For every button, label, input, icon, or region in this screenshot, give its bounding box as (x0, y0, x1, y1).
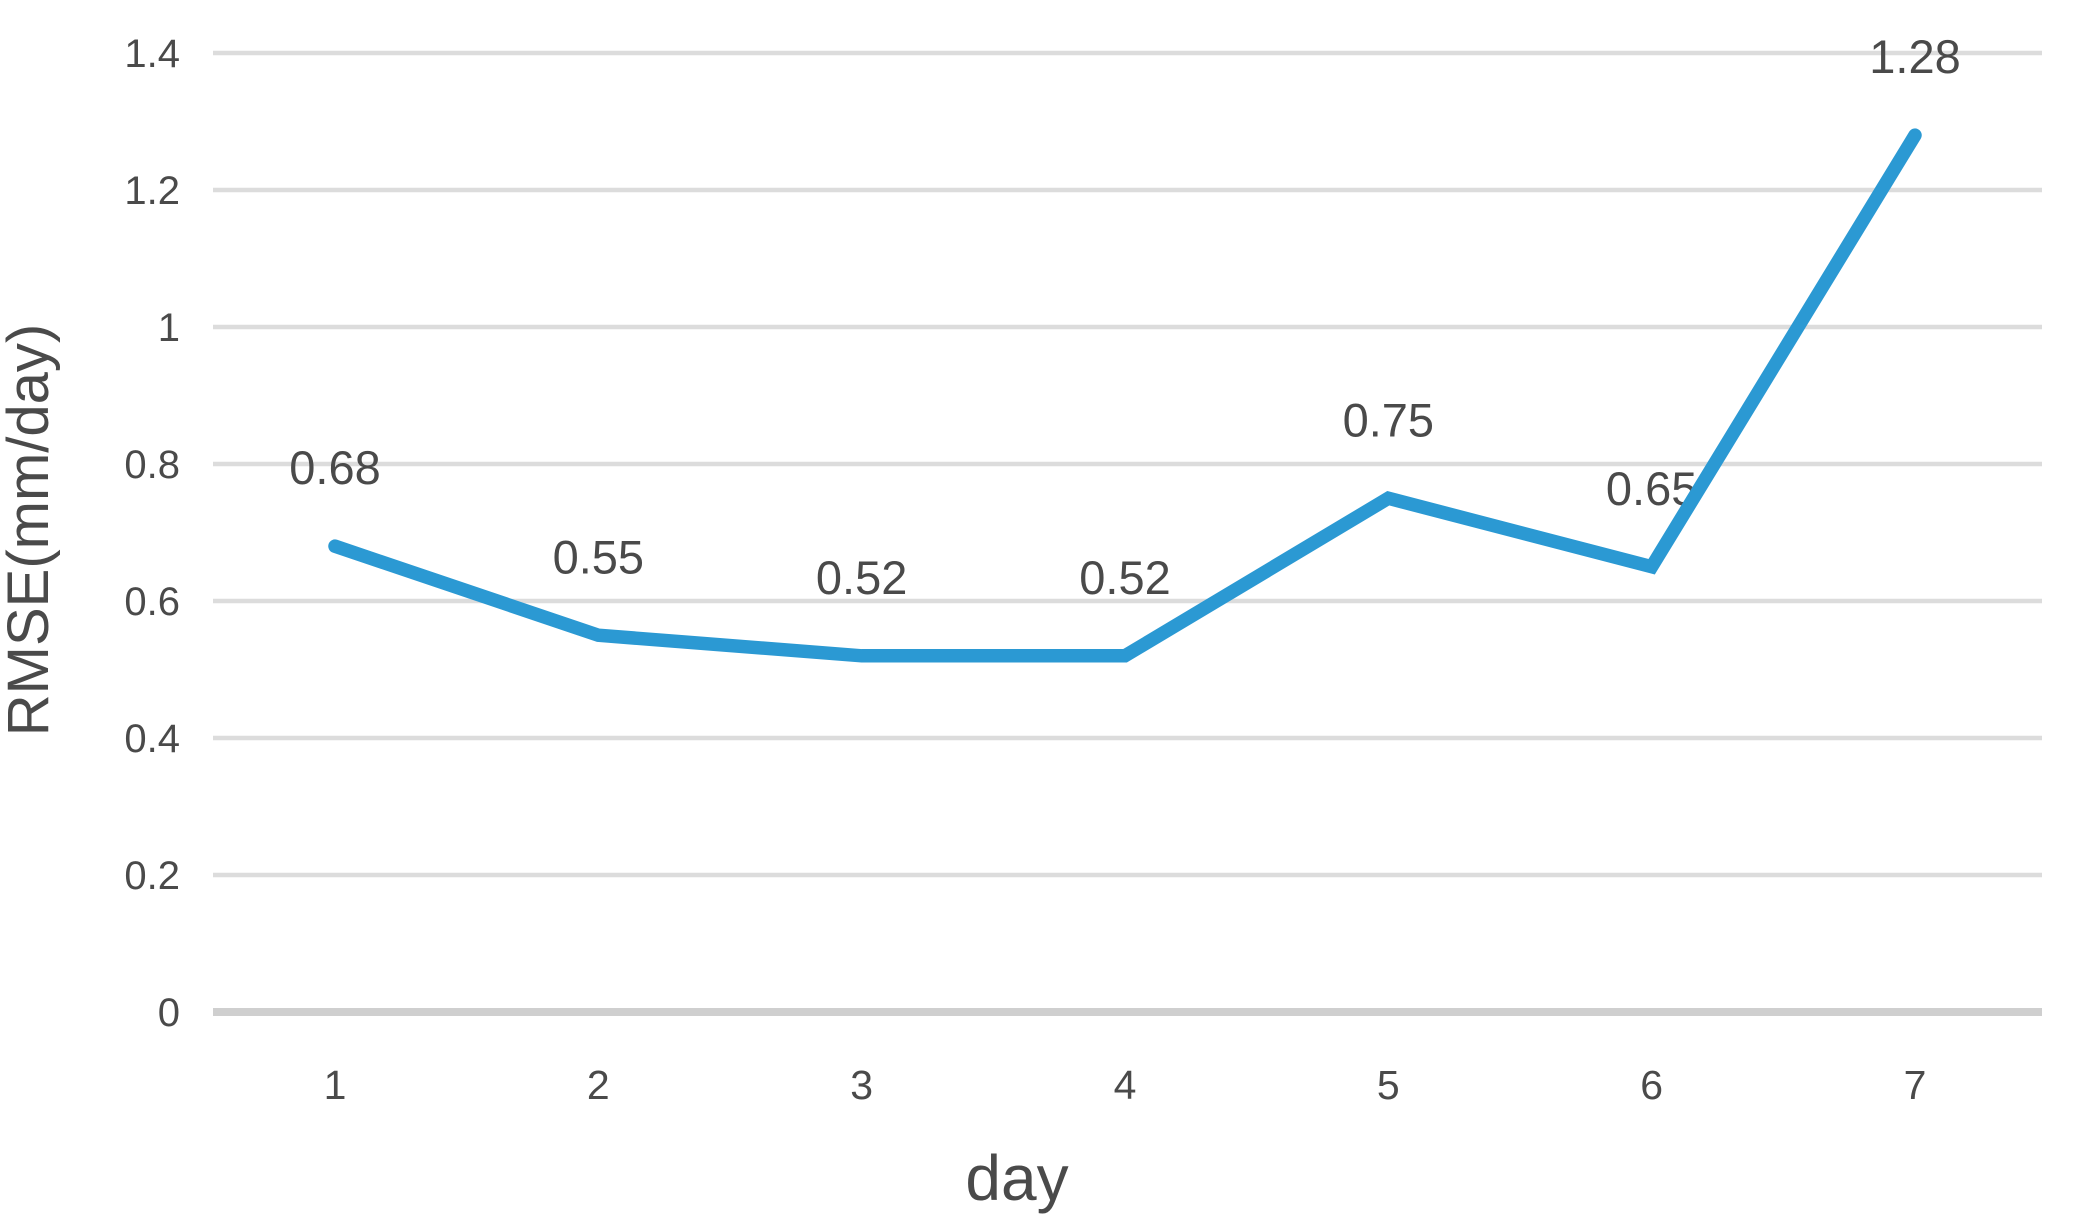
x-axis-title: day (965, 1142, 1068, 1214)
x-axis-tick-labels: 1 2 3 4 5 6 7 (324, 1062, 1927, 1108)
data-label: 0.52 (816, 551, 907, 604)
data-label: 0.68 (289, 441, 380, 494)
y-axis-tick-labels: 0 0.2 0.4 0.6 0.8 1 1.2 1.4 (124, 32, 180, 1035)
data-labels-group: 0.680.55 0.52 0.520.750.651.28 (289, 30, 1960, 604)
x-tick-label: 1 (324, 1062, 347, 1108)
y-tick-label: 0 (158, 991, 180, 1035)
data-label: 0.55 (553, 530, 644, 583)
data-label: 0.75 (1343, 393, 1434, 446)
x-tick-label: 2 (587, 1062, 610, 1108)
gridlines-group (213, 50, 2042, 1016)
series-group (328, 128, 1922, 663)
x-tick-label: 6 (1640, 1062, 1663, 1108)
y-tick-label: 1 (158, 306, 180, 350)
y-tick-label: 0.8 (124, 443, 180, 487)
data-label: 1.28 (1869, 30, 1960, 83)
y-tick-label: 1.2 (124, 169, 180, 213)
y-tick-label: 0.2 (124, 854, 180, 898)
rmse-series-line (328, 128, 1922, 663)
y-tick-label: 1.4 (124, 32, 180, 76)
x-tick-label: 3 (850, 1062, 873, 1108)
y-axis-title: RMSE(mm/day) (0, 324, 61, 736)
y-tick-label: 0.4 (124, 717, 180, 761)
x-tick-label: 7 (1904, 1062, 1927, 1108)
y-tick-label: 0.6 (124, 580, 180, 624)
x-tick-label: 4 (1114, 1062, 1137, 1108)
data-label: 0.52 (1079, 551, 1170, 604)
x-tick-label: 5 (1377, 1062, 1400, 1108)
